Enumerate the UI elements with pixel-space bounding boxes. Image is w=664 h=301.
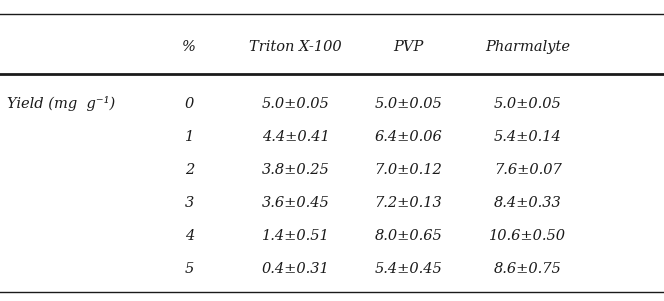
Text: PVP: PVP [393,40,424,54]
Text: 4: 4 [185,229,194,243]
Text: 8.0±0.65: 8.0±0.65 [374,229,442,243]
Text: 5.0±0.05: 5.0±0.05 [494,97,562,111]
Text: 3: 3 [185,196,194,210]
Text: 8.6±0.75: 8.6±0.75 [494,262,562,276]
Text: 10.6±0.50: 10.6±0.50 [489,229,566,243]
Text: 1.4±0.51: 1.4±0.51 [262,229,329,243]
Text: 7.6±0.07: 7.6±0.07 [494,163,562,177]
Text: 8.4±0.33: 8.4±0.33 [494,196,562,210]
Text: 7.0±0.12: 7.0±0.12 [374,163,442,177]
Text: Pharmalyte: Pharmalyte [485,40,570,54]
Text: 3.8±0.25: 3.8±0.25 [262,163,329,177]
Text: 5.4±0.14: 5.4±0.14 [494,130,562,144]
Text: 5.4±0.45: 5.4±0.45 [374,262,442,276]
Text: Triton X-100: Triton X-100 [249,40,342,54]
Text: 0.4±0.31: 0.4±0.31 [262,262,329,276]
Text: 5.0±0.05: 5.0±0.05 [374,97,442,111]
Text: 6.4±0.06: 6.4±0.06 [374,130,442,144]
Text: Yield (mg  g⁻¹): Yield (mg g⁻¹) [7,96,115,111]
Text: 3.6±0.45: 3.6±0.45 [262,196,329,210]
Text: 5.0±0.05: 5.0±0.05 [262,97,329,111]
Text: 1: 1 [185,130,194,144]
Text: %: % [183,40,196,54]
Text: 2: 2 [185,163,194,177]
Text: 7.2±0.13: 7.2±0.13 [374,196,442,210]
Text: 5: 5 [185,262,194,276]
Text: 0: 0 [185,97,194,111]
Text: 4.4±0.41: 4.4±0.41 [262,130,329,144]
